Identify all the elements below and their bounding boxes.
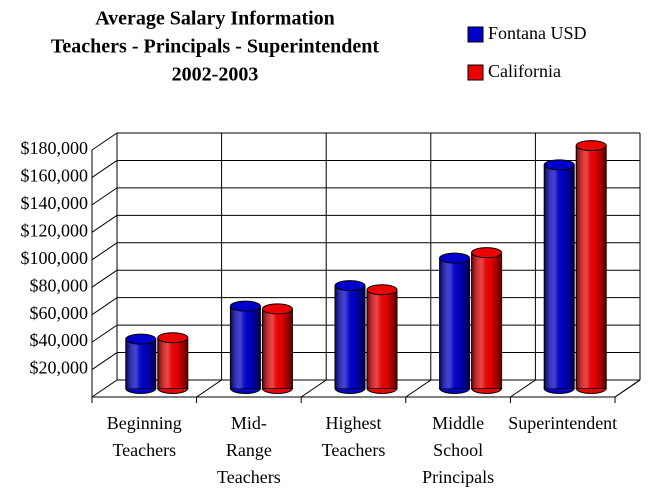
floor-edge — [405, 379, 432, 398]
legend-label: Fontana USD — [488, 23, 587, 43]
grid-line — [91, 187, 118, 206]
grid-line — [91, 132, 118, 151]
chart-title: 2002-2003 — [172, 64, 259, 86]
bar-shade — [576, 145, 607, 389]
legend-swatch — [467, 64, 484, 81]
y-tick-label: $100,000 — [21, 248, 89, 268]
x-tick-label: Principals — [422, 467, 494, 487]
floor-edge — [510, 379, 536, 398]
x-tick-label: Range — [226, 440, 272, 460]
grid-line — [91, 324, 118, 343]
y-tick-label: $120,000 — [21, 220, 89, 240]
bar-top — [543, 159, 575, 171]
bar-top — [471, 247, 503, 259]
bar-top — [439, 252, 471, 264]
bar-shade — [230, 306, 261, 389]
legend-label: California — [488, 61, 561, 81]
x-tick-label: Highest — [326, 413, 382, 433]
bar-shade — [125, 339, 156, 389]
floor-edge — [300, 379, 327, 398]
grid-line — [91, 160, 118, 178]
floor-edge — [91, 379, 118, 398]
y-tick-label: $20,000 — [30, 358, 89, 378]
bar-shade — [471, 252, 502, 389]
bar-top — [334, 280, 366, 292]
grid-line — [91, 242, 118, 261]
bar-shade — [335, 285, 365, 389]
bar-shade — [157, 337, 188, 389]
x-tick-label: Teachers — [322, 440, 386, 460]
bar-top — [575, 140, 607, 152]
x-tick-label: School — [433, 440, 483, 460]
grid-line — [91, 352, 118, 370]
grid-line — [91, 214, 118, 233]
bar-shade — [262, 308, 293, 389]
grid-line — [91, 297, 118, 316]
y-tick-label: $60,000 — [30, 303, 89, 323]
grid-line — [91, 269, 118, 288]
x-tick-label: Middle — [432, 413, 484, 433]
bar-top — [157, 332, 189, 344]
legend-swatch — [467, 26, 484, 43]
bar-top — [125, 333, 157, 345]
bar-top — [229, 300, 261, 312]
x-tick-label: Beginning — [107, 413, 182, 433]
bar-top — [261, 303, 293, 315]
bar-shade — [439, 258, 470, 389]
bar-shade — [367, 289, 397, 389]
floor-edge — [196, 379, 222, 398]
chart-title: Average Salary Information — [95, 8, 335, 30]
y-tick-label: $160,000 — [21, 166, 89, 186]
x-tick-label: Superintendent — [508, 413, 617, 433]
bar-top — [366, 284, 398, 296]
x-tick-label: Mid- — [231, 413, 267, 433]
y-tick-label: $80,000 — [30, 275, 89, 295]
floor-edge — [614, 379, 641, 398]
y-tick-label: $180,000 — [21, 138, 89, 158]
bar-shade — [544, 164, 575, 389]
y-tick-label: $40,000 — [30, 330, 89, 350]
x-tick-label: Teachers — [112, 440, 176, 460]
chart-title: Teachers - Principals - Superintendent — [51, 36, 379, 58]
y-tick-label: $140,000 — [21, 193, 89, 213]
x-tick-label: Teachers — [217, 467, 281, 487]
